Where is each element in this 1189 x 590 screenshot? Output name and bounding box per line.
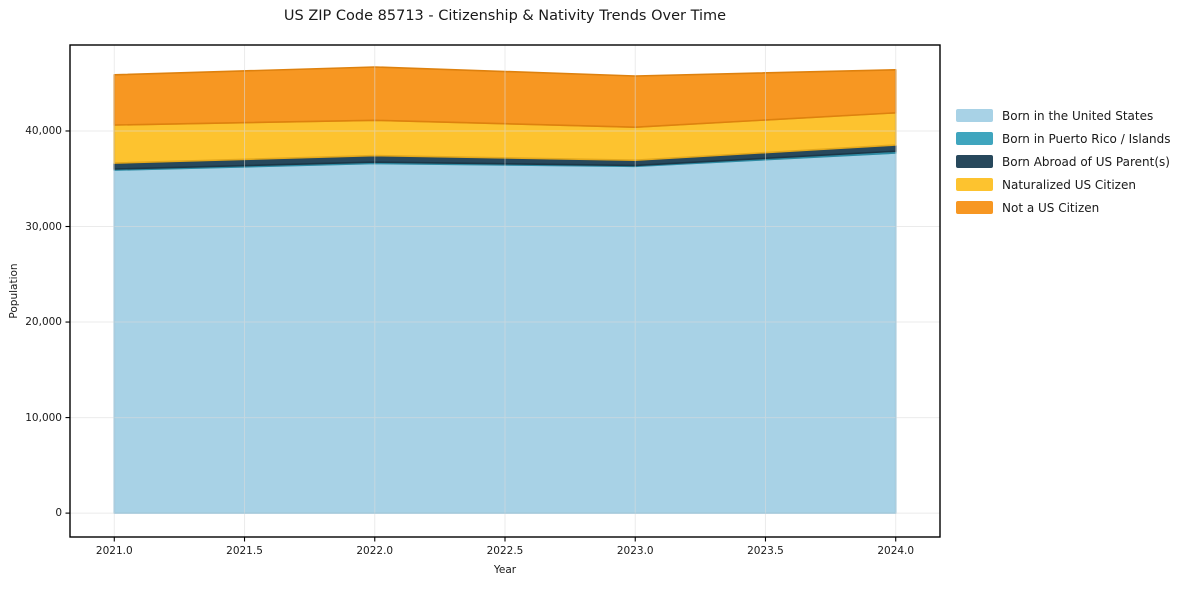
legend: Born in the United States Born in Puerto … xyxy=(956,104,1171,219)
legend-swatch xyxy=(956,178,993,191)
x-tick-label: 2024.0 xyxy=(877,545,915,557)
legend-item-2: Born Abroad of US Parent(s) xyxy=(956,150,1171,173)
legend-label: Born in the United States xyxy=(1002,108,1154,123)
legend-item-0: Born in the United States xyxy=(956,104,1171,127)
legend-swatch xyxy=(956,201,993,214)
x-tick-label: 2021.0 xyxy=(95,545,133,557)
legend-item-3: Naturalized US Citizen xyxy=(956,173,1171,196)
gridlines xyxy=(70,45,940,537)
legend-label: Born Abroad of US Parent(s) xyxy=(1002,154,1170,169)
legend-swatch xyxy=(956,109,993,122)
x-tick-label: 2022.0 xyxy=(356,545,394,557)
legend-label: Born in Puerto Rico / Islands xyxy=(1002,131,1171,146)
x-tick-label: 2021.5 xyxy=(226,545,263,557)
legend-label: Naturalized US Citizen xyxy=(1002,177,1136,192)
x-axis-label: Year xyxy=(493,564,517,576)
legend-item-4: Not a US Citizen xyxy=(956,196,1171,219)
y-tick-label: 20,000 xyxy=(25,316,62,329)
legend-item-1: Born in Puerto Rico / Islands xyxy=(956,127,1171,150)
tick-marks xyxy=(65,130,897,542)
x-tick-label: 2022.5 xyxy=(486,545,524,557)
legend-label: Not a US Citizen xyxy=(1002,200,1100,215)
y-axis-label: Population xyxy=(8,263,20,319)
y-tick-label: 0 xyxy=(55,507,62,520)
legend-swatch xyxy=(956,155,993,168)
y-tick-label: 30,000 xyxy=(25,220,62,233)
legend-swatch xyxy=(956,132,993,145)
x-tick-label: 2023.5 xyxy=(747,545,784,557)
y-tick-label: 40,000 xyxy=(25,124,62,137)
y-tick-label: 10,000 xyxy=(25,411,62,424)
chart-title: US ZIP Code 85713 - Citizenship & Nativi… xyxy=(283,8,727,24)
x-tick-label: 2023.0 xyxy=(616,545,654,557)
